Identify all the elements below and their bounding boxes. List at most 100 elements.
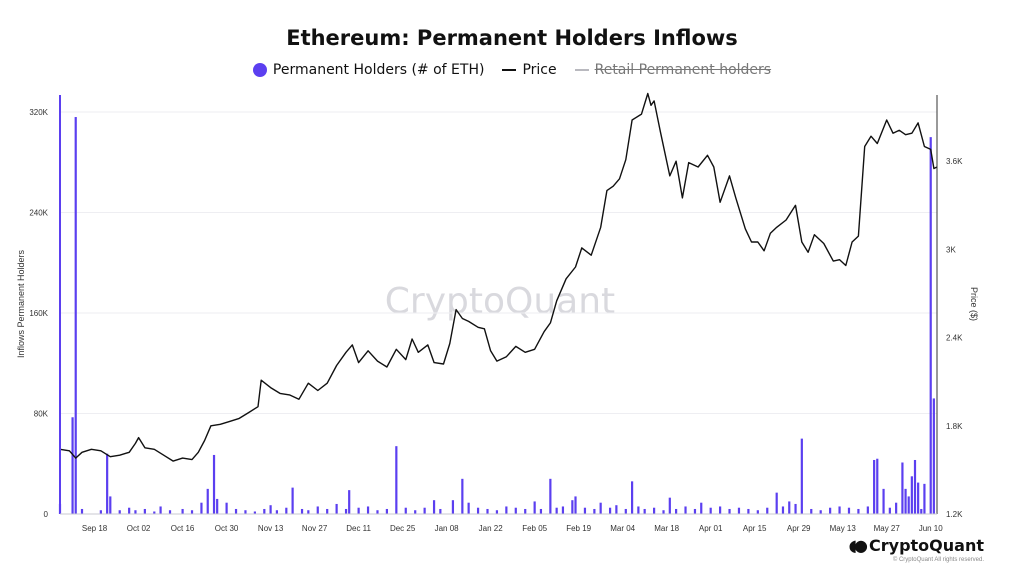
bar <box>829 507 832 514</box>
x-tick-label: Feb 05 <box>522 524 547 533</box>
bar <box>495 510 499 514</box>
bar <box>794 503 797 514</box>
bar <box>904 488 907 514</box>
bar <box>414 510 417 514</box>
bar <box>200 502 203 514</box>
left-tick-label: 160K <box>29 309 48 318</box>
x-tick-label: Nov 27 <box>302 524 328 533</box>
bar-series <box>58 117 935 515</box>
bar <box>423 507 426 514</box>
legend-item-price[interactable]: Price <box>502 62 557 78</box>
x-tick-label: Nov 13 <box>258 524 284 533</box>
bar <box>684 506 687 514</box>
right-axis-ticks: 1.2K 1.8K 2.4K 3K 3.6K <box>946 157 963 519</box>
bar <box>344 508 348 514</box>
bar <box>747 508 750 514</box>
bar <box>285 507 288 514</box>
bar <box>190 510 194 514</box>
bar <box>291 487 294 514</box>
x-tick-label: Oct 30 <box>215 524 239 533</box>
bar <box>244 510 247 514</box>
legend-label: Retail Permanent holders <box>594 62 772 78</box>
bar <box>668 497 671 514</box>
bar <box>819 510 822 514</box>
bar <box>781 506 785 514</box>
x-tick-label: Jan 22 <box>479 524 504 533</box>
left-axis-ticks: 0 80K 160K 240K 320K <box>29 108 48 519</box>
left-tick-label: 80K <box>34 410 49 419</box>
bar <box>533 501 536 514</box>
bar <box>395 446 398 514</box>
bar <box>561 506 565 514</box>
bar <box>476 507 480 514</box>
bar <box>134 510 137 514</box>
x-tick-label: Apr 29 <box>787 524 811 533</box>
bar <box>662 510 665 514</box>
legend-item-retail[interactable]: Retail Permanent holders <box>574 62 772 78</box>
bar <box>275 510 278 514</box>
bar <box>335 503 338 514</box>
x-tick-label: Mar 04 <box>610 524 635 533</box>
right-axis-title: Price ($) <box>969 287 979 321</box>
price-line <box>59 92 938 462</box>
bar <box>643 508 646 514</box>
right-tick-label: 3K <box>946 245 956 254</box>
bar <box>675 508 678 514</box>
bar <box>873 459 876 514</box>
x-tick-label: May 27 <box>874 524 901 533</box>
bar <box>700 502 703 514</box>
x-tick-label: Jan 08 <box>435 524 460 533</box>
legend-dot-icon <box>252 63 267 77</box>
bar <box>599 502 602 514</box>
bar <box>263 508 266 514</box>
bar <box>74 117 77 515</box>
bar <box>615 505 618 514</box>
bar <box>514 507 517 514</box>
bar <box>693 508 697 514</box>
brand-name: CryptoQuant <box>869 536 984 555</box>
bar <box>269 505 272 514</box>
x-tick-label: Dec 11 <box>346 524 371 533</box>
bar <box>913 459 917 514</box>
bar <box>118 510 121 514</box>
bar <box>788 501 791 514</box>
bar <box>439 508 442 514</box>
x-tick-label: Oct 02 <box>127 524 151 533</box>
bar <box>847 507 851 514</box>
bar <box>168 510 172 514</box>
legend-label: Price <box>522 62 557 78</box>
bar <box>404 507 407 514</box>
right-tick-label: 2.4K <box>946 334 963 343</box>
x-axis-ticks: Sep 18 Oct 02 Oct 16 Oct 30 Nov 13 Nov 27 Dec … <box>82 524 943 533</box>
bar <box>461 478 464 514</box>
legend-item-permanent-holders[interactable]: Permanent Holders (# of ETH) <box>252 62 484 78</box>
bar <box>838 506 841 514</box>
bar <box>624 508 627 514</box>
bar <box>876 458 879 514</box>
bar <box>888 507 891 514</box>
right-tick-label: 3.6K <box>946 157 963 166</box>
bar <box>917 482 920 514</box>
bar <box>920 508 923 514</box>
bar <box>234 508 238 514</box>
bar <box>766 507 769 514</box>
bar <box>153 511 156 514</box>
bar <box>106 453 109 514</box>
bar <box>159 506 162 514</box>
bar <box>300 508 304 514</box>
bar <box>326 508 329 514</box>
bar <box>549 478 552 514</box>
bar <box>109 496 112 514</box>
bar <box>882 488 885 514</box>
bar <box>857 508 860 514</box>
bar <box>505 506 508 514</box>
bar <box>376 510 379 514</box>
bar <box>719 506 722 514</box>
bar <box>181 508 184 514</box>
chart-title: Ethereum: Permanent Holders Inflows <box>286 26 738 50</box>
bar <box>143 508 146 514</box>
legend[interactable]: Permanent Holders (# of ETH) Price Retai… <box>0 62 1024 78</box>
brand-logo: ◖● CryptoQuant <box>849 536 984 555</box>
bar <box>307 510 310 514</box>
